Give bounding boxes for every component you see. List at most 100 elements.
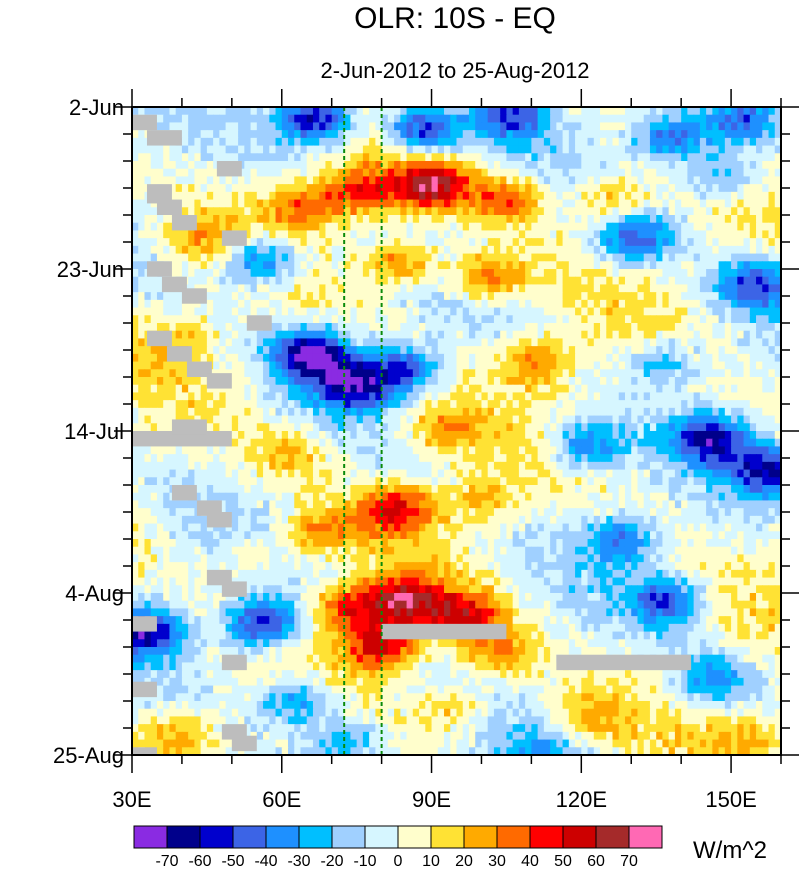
field-cell — [419, 415, 426, 424]
field-cell — [132, 461, 139, 471]
field-cell — [550, 261, 557, 270]
field-cell — [381, 145, 389, 154]
field-cell — [250, 377, 258, 386]
field-cell — [649, 222, 657, 232]
field-cell — [231, 454, 239, 463]
field-cell — [756, 446, 763, 455]
field-cell — [550, 384, 557, 394]
field-cell — [550, 176, 557, 185]
field-cell — [568, 107, 576, 116]
field-cell — [531, 392, 539, 401]
field-cell — [525, 346, 532, 355]
field-cell — [306, 191, 314, 201]
field-cell — [668, 284, 676, 293]
field-cell — [369, 454, 376, 463]
field-cell — [275, 168, 283, 178]
field-cell — [587, 377, 595, 386]
field-cell — [181, 269, 189, 278]
field-cell — [144, 400, 152, 409]
field-cell — [543, 137, 551, 147]
field-cell — [306, 176, 314, 185]
field-cell — [543, 207, 551, 216]
field-cell — [712, 137, 720, 147]
field-cell — [481, 215, 489, 224]
field-cell — [431, 276, 439, 286]
field-cell — [369, 207, 376, 216]
field-cell — [756, 215, 763, 224]
field-cell — [756, 353, 763, 363]
field-cell — [281, 230, 289, 239]
field-cell — [518, 191, 526, 201]
field-cell — [250, 130, 258, 139]
field-cell — [774, 137, 782, 147]
field-cell — [693, 438, 701, 448]
field-cell — [662, 284, 670, 293]
field-cell — [225, 392, 233, 401]
field-cell — [724, 338, 732, 347]
field-cell — [450, 269, 458, 278]
field-cell — [637, 176, 645, 185]
field-cell — [600, 461, 607, 471]
field-cell — [319, 377, 327, 386]
field-cell — [493, 245, 501, 255]
field-cell — [731, 400, 738, 409]
field-cell — [712, 114, 720, 124]
field-cell — [312, 207, 320, 216]
field-cell — [668, 299, 676, 309]
field-cell — [762, 176, 770, 185]
field-cell — [681, 245, 688, 255]
field-cell — [238, 407, 245, 417]
field-cell — [550, 107, 557, 116]
field-cell — [743, 245, 751, 255]
field-cell — [756, 276, 763, 286]
field-cell — [749, 153, 757, 162]
field-cell — [163, 253, 171, 262]
field-cell — [344, 415, 352, 424]
field-cell — [275, 299, 283, 309]
field-cell — [706, 438, 713, 448]
field-cell — [132, 446, 139, 455]
field-cell — [662, 161, 670, 170]
field-cell — [506, 338, 514, 347]
field-cell — [306, 222, 314, 232]
field-cell — [344, 299, 352, 309]
field-cell — [238, 176, 245, 185]
field-cell — [468, 253, 476, 262]
field-cell — [250, 269, 258, 278]
field-cell — [344, 215, 352, 224]
field-cell — [737, 253, 745, 262]
field-cell — [531, 161, 539, 170]
field-cell — [749, 145, 757, 154]
field-cell — [244, 369, 252, 378]
field-cell — [188, 461, 195, 471]
field-cell — [618, 400, 626, 409]
field-cell — [288, 284, 295, 293]
field-cell — [606, 130, 614, 139]
field-cell — [194, 299, 202, 309]
field-cell — [724, 153, 732, 162]
field-cell — [724, 415, 732, 424]
field-cell — [288, 137, 295, 147]
field-cell — [699, 292, 707, 301]
field-cell — [263, 222, 270, 232]
field-cell — [219, 276, 227, 286]
field-cell — [394, 184, 401, 193]
field-cell — [312, 423, 320, 432]
field-cell — [181, 469, 189, 478]
field-cell — [256, 454, 264, 463]
field-cell — [699, 130, 707, 139]
field-cell — [699, 307, 707, 316]
field-cell — [624, 323, 632, 332]
field-cell — [188, 307, 195, 316]
field-cell — [244, 384, 252, 394]
field-cell — [250, 230, 258, 239]
field-cell — [462, 161, 470, 170]
field-cell — [263, 184, 270, 193]
field-cell — [256, 461, 264, 471]
field-cell — [593, 161, 601, 170]
field-cell — [587, 446, 595, 455]
field-cell — [643, 253, 651, 262]
field-cell — [631, 392, 639, 401]
field-cell — [337, 407, 345, 417]
field-cell — [350, 222, 358, 232]
